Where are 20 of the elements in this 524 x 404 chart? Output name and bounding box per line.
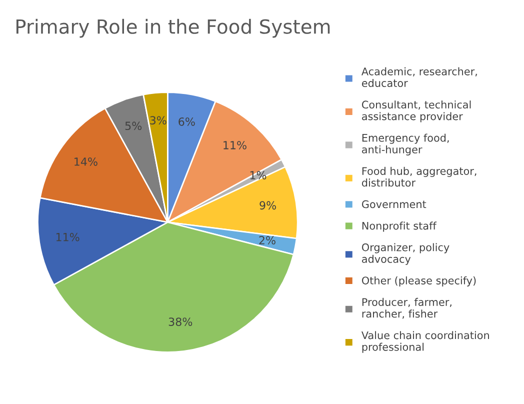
data-label: 11% bbox=[56, 232, 80, 242]
data-label: 6% bbox=[178, 117, 195, 126]
legend-label: Producer, farmer, rancher, fisher bbox=[362, 298, 452, 319]
legend-label: Government bbox=[362, 200, 426, 208]
data-label: 11% bbox=[224, 140, 246, 150]
data-label: 3% bbox=[150, 116, 166, 125]
legend-label: Academic, researcher, educator bbox=[361, 67, 477, 88]
legend-label: Other (please specify) bbox=[362, 276, 476, 286]
legend-label: Value chain coordination professional bbox=[361, 331, 489, 353]
legend-label: Nonprofit staff bbox=[362, 222, 437, 232]
data-label: 2% bbox=[259, 236, 276, 244]
data-label: 5% bbox=[125, 122, 142, 130]
data-label: 9% bbox=[260, 201, 276, 210]
data-label: 14% bbox=[74, 157, 98, 166]
legend-label: Organizer, policy advocacy bbox=[362, 243, 450, 265]
legend-label: Emergency food, anti-hunger bbox=[362, 134, 449, 156]
chart-title: Primary Role in the Food System bbox=[16, 18, 330, 38]
legend-label: Food hub, aggregator, distributor bbox=[362, 166, 476, 187]
legend-label: Consultant, technical assistance provider bbox=[362, 100, 471, 122]
data-label: 38% bbox=[168, 318, 192, 326]
